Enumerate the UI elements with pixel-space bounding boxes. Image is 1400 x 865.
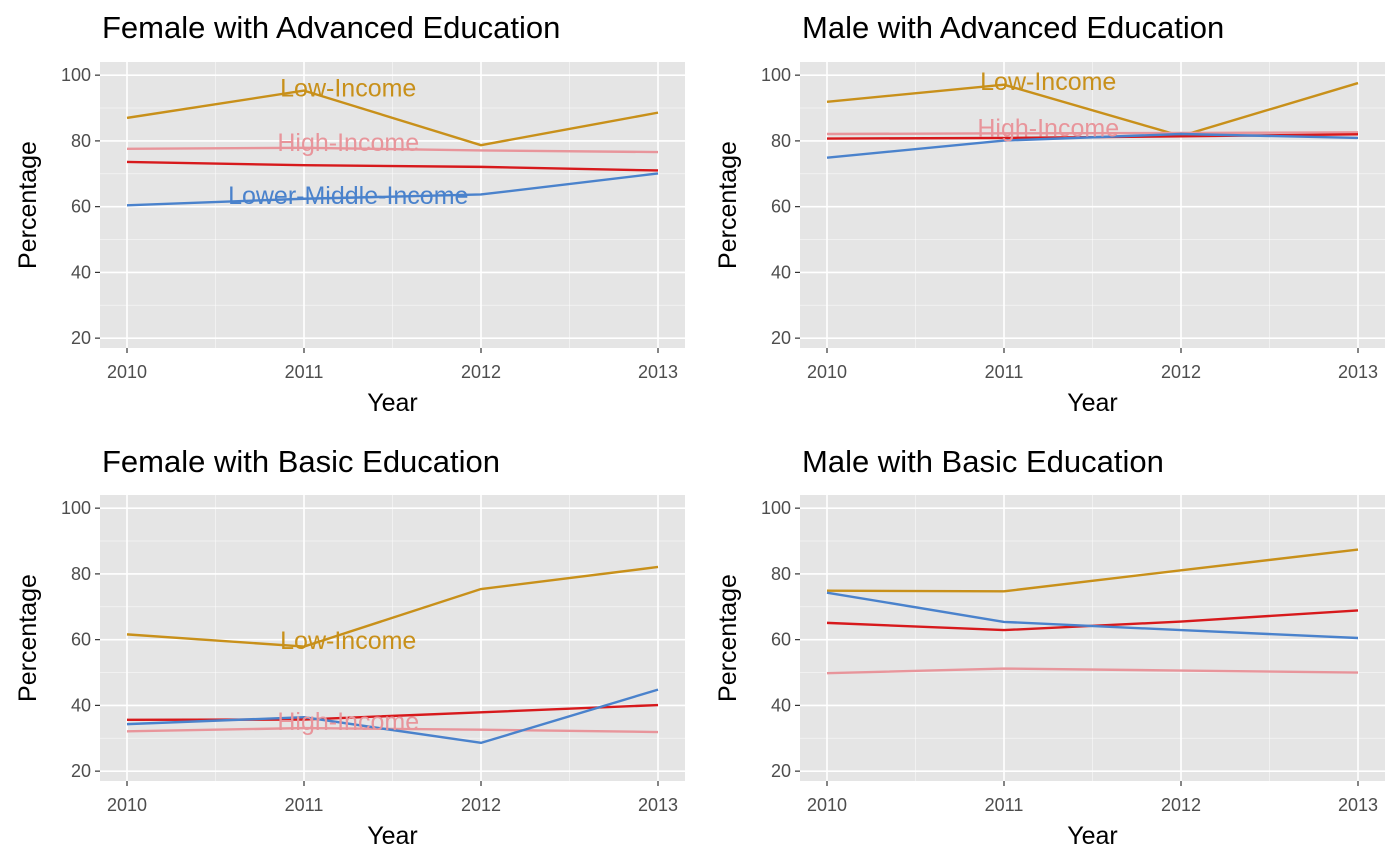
series-annotation: Low-Income [980,68,1116,96]
facet-panel: 20 40 60 80 100 2010 2011 2012 2013 Male with Bas… [714,444,1385,850]
x-tick-label: 2010 [107,362,147,382]
y-tick-label: 40 [771,695,791,715]
x-tick-label: 2012 [461,362,501,382]
y-tick-label: 40 [771,262,791,282]
y-axis-title: Percentage [714,141,742,269]
x-tick-label: 2012 [1161,362,1201,382]
y-axis-title: Percentage [714,574,742,702]
x-tick-label: 2012 [1161,795,1201,815]
series-line-lower-middle-income [126,688,659,745]
y-tick-label: 80 [71,131,91,151]
y-tick-label: 60 [771,197,791,217]
y-tick-label: 100 [61,65,91,85]
series-line-lower-middle-income [826,132,1359,159]
y-tick-label: 20 [771,761,791,781]
y-tick-label: 20 [771,328,791,348]
y-tick-label: 80 [771,564,791,584]
series-line-low-income [826,548,1359,593]
series-annotation: High-Income [977,115,1119,143]
series-line-low-income [126,565,659,648]
series-annotation: Low-Income [280,627,416,655]
y-tick-label: 40 [71,262,91,282]
facet-panel: 20 40 60 80 100 2010 2011 2012 2013 Low-Income Hig… [714,10,1385,417]
y-tick-label: 20 [71,328,91,348]
series-line-lower-middle-income [126,172,659,207]
x-axis-title: Year [1067,822,1118,850]
x-tick-label: 2011 [285,795,324,815]
y-tick-label: 40 [71,695,91,715]
x-tick-label: 2013 [638,795,678,815]
x-axis-title: Year [367,822,418,850]
y-axis-title: Percentage [14,141,42,269]
series-line-low-income [126,89,659,147]
series-line-low-income [826,81,1359,138]
series-annotation: Low-Income [280,75,416,103]
y-tick-label: 80 [771,131,791,151]
y-axis-title: Percentage [14,574,42,702]
x-tick-label: 2013 [1338,795,1378,815]
x-tick-label: 2011 [985,362,1024,382]
y-tick-label: 100 [761,498,791,518]
y-tick-label: 100 [761,65,791,85]
x-axis-title: Year [367,389,418,417]
x-tick-label: 2011 [285,362,324,382]
series-annotation: High-Income [277,129,419,157]
y-tick-label: 60 [71,630,91,650]
x-tick-label: 2011 [985,795,1024,815]
y-tick-label: 60 [71,197,91,217]
facet-panel: 20 40 60 80 100 2010 2011 2012 2013 Low-Income Hig… [14,10,685,417]
series-line-high-income [826,131,1359,136]
panel-title: Female with Basic Education [102,444,500,479]
x-tick-label: 2010 [807,795,847,815]
series-line-upper-middle-income [126,160,659,172]
x-tick-label: 2010 [807,362,847,382]
x-axis-title: Year [1067,389,1118,417]
series-line-lower-middle-income [826,591,1359,640]
x-tick-label: 2013 [1338,362,1378,382]
series-annotation: Lower-Middle-Income [228,182,468,210]
panel-title: Male with Basic Education [802,444,1164,479]
y-tick-label: 60 [771,630,791,650]
series-line-high-income [826,667,1359,675]
series-annotation: High-Income [277,708,419,736]
y-tick-label: 80 [71,564,91,584]
y-tick-label: 20 [71,761,91,781]
panel-title: Female with Advanced Education [102,10,560,45]
series-line-high-income [126,146,659,154]
x-tick-label: 2010 [107,795,147,815]
facet-panel: 20 40 60 80 100 2010 2011 2012 2013 Low-Income Hig… [14,444,685,850]
panel-title: Male with Advanced Education [802,10,1224,45]
x-tick-label: 2013 [638,362,678,382]
x-tick-label: 2012 [461,795,501,815]
y-tick-label: 100 [61,498,91,518]
